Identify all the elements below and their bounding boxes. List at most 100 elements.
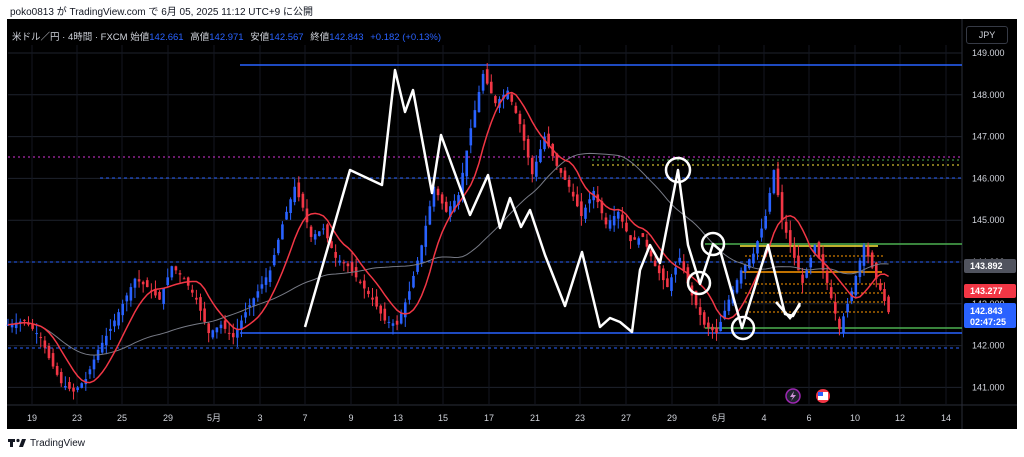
- candle-body: [39, 337, 43, 339]
- candle-body: [805, 270, 808, 278]
- candle-body: [363, 280, 366, 289]
- candle-body: [289, 199, 292, 214]
- time-axis[interactable]: 19 23 25 29 5月 3 7 9 13 15 17 21 23 27 29 6月 4 6 10 12 14: [27, 413, 951, 423]
- candle-body: [629, 235, 632, 242]
- candle-body: [358, 281, 362, 283]
- event-icons[interactable]: [785, 388, 830, 404]
- candle-body: [834, 302, 837, 314]
- candle-body: [285, 211, 288, 220]
- candle-body: [223, 320, 227, 329]
- candle-body: [342, 262, 346, 264]
- candle-body: [293, 186, 296, 203]
- candle-body: [727, 299, 731, 312]
- candle-body: [862, 245, 866, 266]
- y-tick-label: 147.000: [972, 132, 1005, 142]
- candle-body: [68, 381, 71, 389]
- candle-body: [154, 289, 157, 296]
- symbol-label: 米ドル／円 · 4時間 · FXCM: [12, 32, 128, 43]
- candle-body: [539, 149, 542, 163]
- y-tick-label: 146.000: [972, 173, 1005, 183]
- x-tick-label: 15: [438, 413, 448, 423]
- candle-body: [739, 270, 743, 284]
- chart-panel[interactable]: [7, 19, 1017, 429]
- candle-body: [268, 270, 272, 283]
- x-tick-label: 9: [348, 413, 353, 423]
- low-label: 安値: [250, 32, 270, 43]
- candle-body: [6, 324, 10, 326]
- candle-body: [666, 278, 669, 288]
- candle-body: [395, 320, 399, 325]
- candle-body: [522, 124, 526, 141]
- candle-body: [760, 228, 763, 238]
- candle-body: [563, 170, 567, 180]
- candle-body: [707, 322, 710, 328]
- x-tick-label: 19: [27, 413, 37, 423]
- candle-body: [879, 283, 882, 290]
- candle-body: [195, 297, 198, 300]
- candle-body: [612, 216, 616, 226]
- candle-body: [125, 295, 129, 302]
- candle-body: [870, 252, 874, 268]
- candle-body: [203, 308, 206, 322]
- currency-selector[interactable]: JPY: [966, 26, 1008, 44]
- candle-body: [248, 305, 251, 308]
- candle-body: [625, 222, 628, 232]
- candle-body: [244, 312, 247, 318]
- pattern-arrow: [775, 301, 801, 320]
- countdown-badge: 02:47:25: [970, 317, 1006, 327]
- x-tick-label: 6: [806, 413, 811, 423]
- candle-body: [145, 280, 149, 288]
- candle-body: [506, 90, 509, 100]
- candle-body: [444, 201, 448, 212]
- us-flag-event-icon[interactable]: [816, 389, 830, 403]
- last-price-badge-bg: [964, 303, 1016, 328]
- candle-body: [494, 96, 497, 104]
- candle-body: [530, 157, 534, 175]
- candle-body: [440, 194, 444, 204]
- candle-body: [432, 186, 436, 207]
- candle-body: [297, 182, 301, 198]
- candle-body: [702, 312, 706, 325]
- candle-body: [55, 366, 59, 375]
- y-tick-label: 145.000: [972, 215, 1005, 225]
- x-tick-label: 12: [895, 413, 905, 423]
- candle-body: [489, 81, 493, 94]
- candle-body: [219, 324, 223, 329]
- candle-body: [281, 224, 284, 240]
- candle-body: [14, 322, 18, 329]
- candle-body: [403, 302, 407, 318]
- lightning-event-icon[interactable]: [785, 388, 801, 404]
- candle-body: [449, 206, 452, 218]
- candle-body: [371, 297, 374, 300]
- candle-body: [100, 342, 104, 353]
- high-value: 142.971: [209, 32, 244, 43]
- candle-body: [801, 274, 804, 283]
- publish-bar: poko0813 が TradingView.com で 6月 05, 2025…: [0, 0, 1024, 18]
- footer-brand[interactable]: TradingView: [8, 436, 85, 450]
- us-flag-event-icon-canton: [818, 392, 823, 396]
- moving-averages: [7, 91, 889, 384]
- candle-body: [514, 105, 518, 113]
- candle-body: [518, 113, 522, 125]
- candle-body: [391, 323, 395, 326]
- candle-body: [113, 320, 116, 327]
- candle-body: [633, 237, 636, 240]
- candle-body: [723, 310, 727, 319]
- candle-body: [215, 327, 219, 333]
- candle-body: [64, 386, 67, 388]
- candle-body: [191, 289, 194, 293]
- candle-body: [793, 246, 796, 258]
- high-label: 高値: [190, 32, 210, 43]
- x-tick-label: 23: [575, 413, 585, 423]
- candle-body: [768, 193, 772, 212]
- candle-body: [76, 387, 79, 390]
- price-axis[interactable]: 149.000148.000147.000146.000145.000144.0…: [972, 48, 1005, 392]
- pattern-circle: [686, 270, 712, 296]
- candle-body: [334, 251, 337, 258]
- candle-body: [375, 296, 378, 307]
- candle-body: [588, 199, 591, 204]
- candle-body: [580, 201, 583, 217]
- candle-body: [88, 369, 92, 375]
- candle-body: [252, 298, 256, 306]
